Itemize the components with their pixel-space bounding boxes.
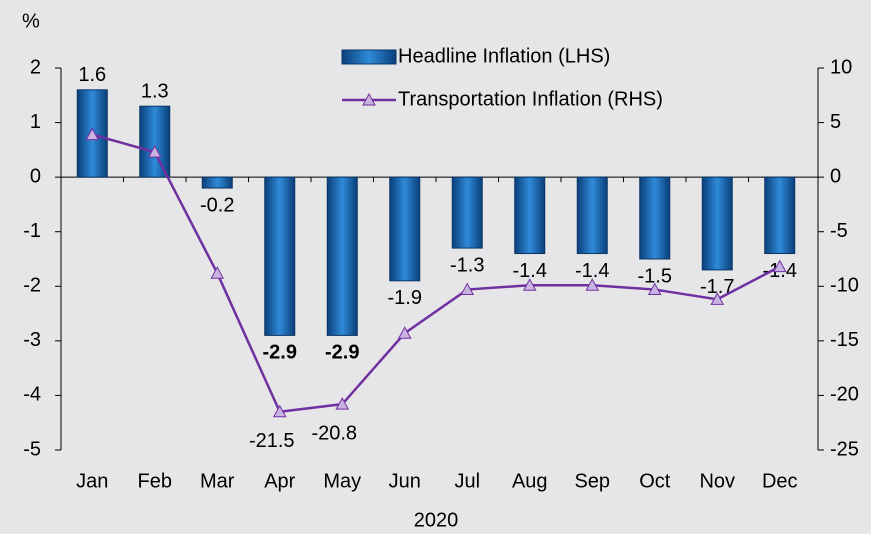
bar	[577, 177, 607, 253]
y-tick-label: -3	[23, 329, 41, 351]
bar	[265, 177, 295, 335]
bar	[327, 177, 357, 335]
data-label: -2.9	[263, 342, 297, 364]
y-tick-label: -1	[23, 220, 41, 242]
bar	[765, 177, 795, 253]
data-label: 1.3	[141, 80, 169, 102]
bar	[702, 177, 732, 270]
x-tick-label: Mar	[200, 470, 235, 492]
legend-label: Headline Inflation (LHS)	[398, 45, 610, 67]
y-tick-label: 0	[30, 165, 41, 187]
y2-tick-label: -10	[830, 275, 859, 297]
bar	[140, 106, 170, 177]
y-axis-label: %	[22, 10, 40, 32]
x-tick-label: Jun	[389, 470, 421, 492]
x-tick-label: Feb	[138, 470, 172, 492]
x-tick-label: Apr	[264, 470, 295, 492]
y2-tick-label: -20	[830, 384, 859, 406]
y2-tick-label: -15	[830, 329, 859, 351]
x-tick-label: Jan	[76, 470, 108, 492]
x-tick-label: Jul	[454, 470, 480, 492]
data-label: -21.5	[249, 430, 295, 452]
bar	[640, 177, 670, 259]
legend-label: Transportation Inflation (RHS)	[398, 88, 663, 110]
bar	[202, 177, 232, 188]
x-tick-label: Oct	[639, 470, 671, 492]
data-label: -2.9	[325, 342, 359, 364]
bar	[515, 177, 545, 253]
x-tick-label: May	[323, 470, 361, 492]
data-label: -0.2	[200, 194, 234, 216]
y-tick-label: -2	[23, 275, 41, 297]
y-tick-label: 2	[30, 56, 41, 78]
chart: % 2020 -5-4-3-2-1012-25-20-15-10-50510Ja…	[0, 0, 871, 534]
data-label: 1.6	[78, 64, 106, 86]
x-tick-label: Dec	[762, 470, 798, 492]
bar	[390, 177, 420, 281]
y2-tick-label: -5	[830, 220, 848, 242]
y2-tick-label: 0	[830, 165, 841, 187]
data-label: -1.3	[450, 254, 484, 276]
data-label: -1.9	[388, 287, 422, 309]
data-label: -20.8	[311, 422, 357, 444]
y2-tick-label: 5	[830, 111, 841, 133]
y-tick-label: 1	[30, 111, 41, 133]
background	[0, 0, 871, 534]
y-tick-label: -4	[23, 384, 41, 406]
y2-tick-label: -25	[830, 438, 859, 460]
x-axis-label: 2020	[414, 509, 459, 531]
legend-swatch	[342, 50, 396, 64]
bar	[452, 177, 482, 248]
x-tick-label: Aug	[512, 470, 548, 492]
y-tick-label: -5	[23, 438, 41, 460]
y2-tick-label: 10	[830, 56, 852, 78]
x-tick-label: Nov	[699, 470, 735, 492]
x-tick-label: Sep	[574, 470, 610, 492]
